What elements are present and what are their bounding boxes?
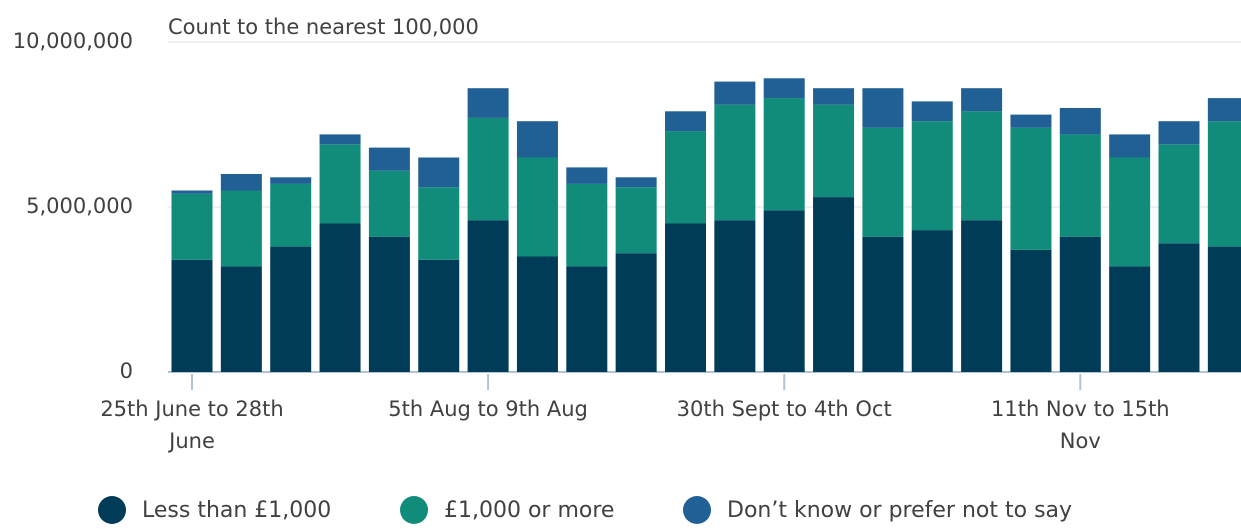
bar-segment (665, 223, 706, 372)
bar-segment (862, 88, 904, 128)
legend-item: Less than £1,000 (98, 496, 331, 524)
bar-segment (911, 230, 953, 372)
y-tick-label: 5,000,000 (26, 194, 133, 218)
bar-segment (714, 81, 756, 105)
bar-segment (862, 236, 904, 372)
bar-segment (862, 127, 904, 237)
bar-segment (418, 259, 460, 372)
legend-swatch (683, 496, 711, 524)
bar-segment (1059, 236, 1101, 372)
bar-segment (615, 187, 657, 254)
bar-segment (368, 170, 410, 237)
bar-segment (1158, 144, 1200, 244)
bar-segment (763, 78, 805, 99)
x-tick-label: 5th Aug to 9th Aug (388, 397, 588, 421)
legend-label: Less than £1,000 (142, 497, 332, 523)
bar-segment (911, 121, 953, 231)
bar-segment (1010, 127, 1052, 250)
legend-label: Don’t know or prefer not to say (727, 497, 1073, 523)
bar-segment (1059, 134, 1101, 237)
bar-segment (665, 111, 706, 132)
x-tick-label: 30th Sept to 4th Oct (676, 397, 892, 421)
bar-segment (813, 88, 855, 105)
bar-segment (319, 144, 361, 224)
bar-segment (516, 256, 558, 372)
bar-segment (1109, 134, 1151, 158)
bar-segment (467, 117, 509, 221)
bar-segment (368, 147, 410, 171)
x-tick-label: 25th June to 28th June (100, 397, 284, 453)
bar-segment (319, 223, 361, 372)
bar-segment (813, 104, 855, 198)
bar-segment (319, 134, 361, 145)
bar-segment (566, 266, 608, 372)
bar-segment (171, 193, 213, 260)
bar-segment (714, 220, 756, 372)
bar-segment (270, 183, 312, 247)
bar-segment (1207, 246, 1241, 372)
bar-segment (566, 167, 608, 184)
bar-segment (516, 121, 558, 158)
bar-segment (1158, 243, 1200, 372)
bar-segment (1207, 98, 1241, 122)
legend-swatch (400, 496, 428, 524)
bar-segment (516, 157, 558, 257)
bar-segment (1109, 266, 1151, 372)
bar-segment (961, 88, 1003, 112)
bar-segment (1059, 108, 1101, 135)
bar-segment (763, 210, 805, 372)
bar-segment (270, 246, 312, 372)
bar-segment (961, 111, 1003, 221)
bar-segment (467, 220, 509, 372)
bar-segment (418, 157, 460, 188)
bar-segment (1207, 121, 1241, 247)
y-tick-label: 0 (120, 359, 133, 383)
bar-segment (615, 177, 657, 188)
bar-segment (467, 88, 509, 118)
bar-segment (665, 131, 706, 224)
bar-segment (1010, 114, 1052, 128)
bar-segment (171, 259, 213, 372)
bar-segment (270, 177, 312, 184)
legend-item: Don’t know or prefer not to say (683, 496, 1072, 524)
bar-segment (1010, 249, 1052, 372)
y-tick-label: 10,000,000 (13, 29, 133, 53)
x-tick-label: 11th Nov to 15th Nov (990, 397, 1170, 453)
bar-segment (1158, 121, 1200, 145)
bar-segment (714, 104, 756, 221)
bar-segment (566, 183, 608, 267)
legend-swatch (98, 496, 126, 524)
legend-label: £1,000 or more (444, 497, 615, 523)
legend-item: £1,000 or more (400, 496, 614, 524)
bar-segment (961, 220, 1003, 372)
bar-segment (220, 266, 262, 372)
bar-segment (763, 98, 805, 211)
bar-segment (171, 190, 213, 194)
bar-segment (615, 253, 657, 372)
chart-subtitle: Count to the nearest 100,000 (168, 15, 479, 39)
bar-segment (1109, 157, 1151, 267)
bar-segment (220, 190, 262, 267)
bar-segment (418, 187, 460, 260)
bar-segment (220, 174, 262, 191)
bar-segment (911, 101, 953, 122)
bar-segment (368, 236, 410, 372)
bar-segment (813, 197, 855, 372)
